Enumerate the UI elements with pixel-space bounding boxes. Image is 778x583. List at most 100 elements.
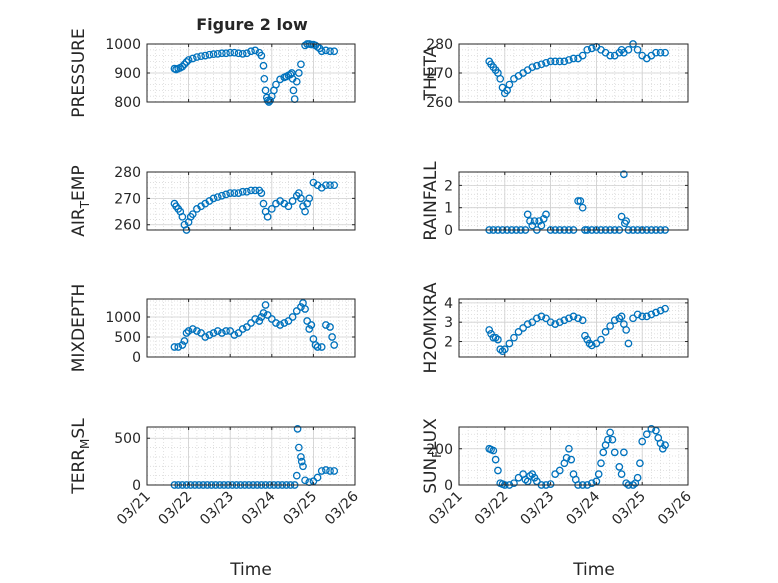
data-point [213,193,222,201]
data-point [330,181,339,190]
data-point [297,60,305,69]
chart-panel-terr-msl: 0 500 03/21 03/22 03/23 03/24 03/25 03/26 TERRMS… [69,418,362,529]
data-point [633,473,642,482]
data-point [209,194,218,203]
data-point [313,343,322,351]
data-point [272,80,280,89]
data-point [263,311,272,319]
data-point [226,189,235,197]
data-point [247,47,255,56]
data-point [289,86,298,95]
data-point [322,181,330,190]
data-point [487,329,495,338]
data-point [510,479,518,488]
data-point [597,335,605,344]
data-point [328,333,336,341]
data-point [297,194,305,203]
data-point [587,44,596,53]
data-point [218,329,226,337]
data-point [284,317,293,325]
data-point [322,466,330,474]
y-tick-label: 900 [114,66,141,82]
data-point [280,319,289,327]
data-point [297,303,305,311]
data-point [305,325,314,333]
chart-panel-pressure: 800 900 1000 PRESSURE [69,28,356,118]
data-point [656,48,665,57]
data-point [226,327,235,335]
data-point [629,314,637,323]
plot-area [459,299,688,357]
data-point [193,53,201,61]
y-axis-label: AIRTEMP [69,165,92,236]
data-point [615,314,624,323]
data-point [606,51,614,60]
x-tick-label: 03/23 [197,489,237,529]
data-point [505,80,514,89]
y-tick-label: 1000 [105,37,141,53]
data-point [178,62,187,71]
data-point [294,69,303,77]
y-tick-label: 280 [426,37,453,53]
y-tick-label: 3 [444,315,453,331]
data-point [514,328,523,336]
data-point [530,217,539,225]
data-point [491,333,500,342]
data-point [284,202,293,211]
x-tick-label: 03/25 [280,489,320,529]
data-point [288,197,297,205]
data-point [322,321,330,329]
data-point [234,189,243,197]
data-point [259,61,268,70]
data-point [569,312,578,321]
data-point [218,191,226,200]
data-point [326,467,334,475]
data-point [178,212,187,221]
data-point [201,333,210,341]
data-point [661,304,669,313]
data-point [574,314,582,323]
data-point [307,321,316,329]
data-point [528,63,537,72]
data-point [514,473,523,482]
plot-area [459,172,688,230]
data-point [263,212,272,221]
x-axis-title-right: Time [572,560,615,580]
data-point [633,310,642,319]
data-point [647,310,656,319]
data-point [636,459,644,468]
data-point [197,329,205,337]
data-point [178,341,187,349]
data-point [597,459,605,468]
data-point [638,312,647,321]
data-point [188,210,197,219]
data-point [205,50,214,59]
chart-panel-air-temp: 260 270 280 AIRTEMP [69,165,356,237]
data-point [567,455,576,464]
data-point [601,328,610,336]
data-point [292,77,301,86]
x-tick-label: 03/22 [472,489,512,529]
data-point [326,47,334,56]
data-point [247,319,255,327]
y-axis-label: PRESSURE [69,28,89,117]
y-tick-label: 270 [114,191,141,207]
data-point [242,49,251,58]
data-point [574,197,582,205]
data-point [578,316,587,325]
data-point [569,54,578,63]
x-tick-label: 03/23 [518,489,558,529]
data-point [560,57,569,66]
data-point [257,189,266,197]
plot-area [147,427,355,485]
data-point [230,48,239,57]
chart-panel-mixdepth: 0 500 1000 MIXDEPTH [69,284,356,372]
data-point [180,60,189,69]
data-point [234,49,243,58]
axes-frame [458,171,689,231]
data-point [230,331,239,339]
data-point [565,56,573,64]
data-point [197,52,205,61]
